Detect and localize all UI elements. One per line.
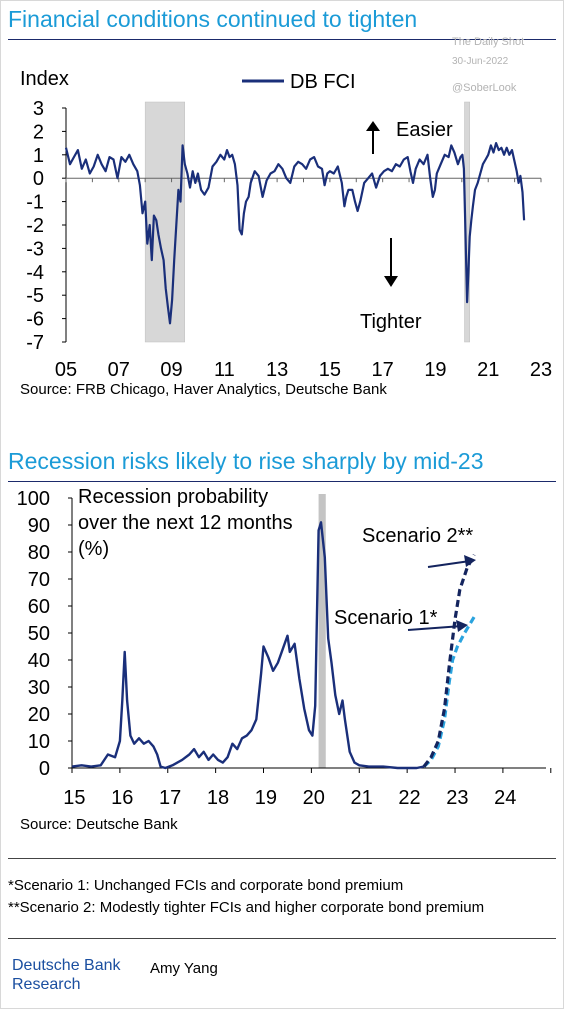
chart-2-title-rule: [8, 481, 556, 482]
x-tick-label: 21: [477, 359, 499, 381]
y-axis-label-line-3: (%): [78, 538, 109, 560]
x-tick-label: 24: [494, 787, 516, 809]
x-tick-label: 23: [446, 787, 468, 809]
y-tick-label: 10: [28, 731, 50, 753]
y-tick-label: 40: [28, 650, 50, 672]
footer-rule: [8, 938, 556, 939]
annotation-tighter: Tighter: [360, 311, 422, 333]
arrow-scenario-1-shaft: [407, 625, 463, 631]
y-tick-label: -1: [26, 192, 44, 214]
x-tick-label: 22: [398, 787, 420, 809]
x-tick-label: 07: [108, 359, 130, 381]
y-tick-label: 80: [28, 542, 50, 564]
y-tick-label: -4: [26, 262, 44, 284]
chart-1-title: Financial conditions continued to tighte…: [8, 6, 418, 32]
series-line-scenario-2: [422, 553, 476, 768]
x-tick-label: 16: [111, 787, 133, 809]
arrow-scenario-1-head: [456, 620, 468, 632]
label-scenario-2: Scenario 2**: [362, 525, 473, 547]
arrow-scenario-2-head: [464, 555, 476, 567]
y-tick-label: 100: [17, 488, 50, 510]
brand-line-2: Research: [12, 976, 81, 993]
y-tick-label: 2: [33, 121, 44, 143]
y-axis-label-line-1: Recession probability: [78, 486, 268, 508]
y-tick-label: 1: [33, 145, 44, 167]
label-scenario-1: Scenario 1*: [334, 607, 438, 629]
brand-logo-text: Deutsche Bank Research: [12, 956, 121, 994]
x-tick-label: 15: [63, 787, 85, 809]
x-tick-label: 17: [372, 359, 394, 381]
arrow-scenario-2-shaft: [427, 560, 471, 568]
chart-2-source: Source: Deutsche Bank: [20, 816, 178, 833]
x-tick-label: 18: [207, 787, 229, 809]
footnote-rule: [8, 858, 556, 859]
x-tick-label: 17: [159, 787, 181, 809]
x-tick-label: 20: [303, 787, 325, 809]
y-tick-label: -2: [26, 215, 44, 237]
y-axis-label: Index: [20, 68, 69, 90]
watermark-handle: @SoberLook: [452, 82, 517, 94]
x-tick-label: 09: [160, 359, 182, 381]
series-line-recession-probability: [71, 521, 425, 770]
arrow-down-head: [384, 276, 398, 287]
author-name: Amy Yang: [150, 960, 218, 977]
annotation-easier: Easier: [396, 119, 453, 141]
arrow-up-head: [366, 121, 380, 131]
y-tick-label: -3: [26, 238, 44, 260]
y-tick-label: -6: [26, 309, 44, 331]
y-tick-label: -7: [26, 332, 44, 354]
x-tick-label: 11: [214, 359, 235, 381]
x-tick-label: 05: [55, 359, 77, 381]
x-tick-label: 13: [266, 359, 288, 381]
y-tick-label: 20: [28, 704, 50, 726]
y-tick-label: 3: [33, 98, 44, 120]
y-tick-label: -5: [26, 285, 44, 307]
footnote-scenario-1: *Scenario 1: Unchanged FCIs and corporat…: [8, 877, 404, 894]
y-tick-label: 0: [33, 168, 44, 190]
legend-label-db-fci: DB FCI: [290, 71, 356, 93]
y-tick-label: 60: [28, 596, 50, 618]
x-tick-label: 15: [319, 359, 341, 381]
brand-line-1: Deutsche Bank: [12, 957, 121, 974]
footnote-scenario-2: **Scenario 2: Modestly tighter FCIs and …: [8, 899, 485, 916]
y-axis-label-line-2: over the next 12 months: [78, 512, 293, 534]
x-tick-label: 19: [255, 787, 277, 809]
series-line-scenario-1: [422, 615, 476, 768]
chart-1-title-rule: [8, 39, 556, 40]
shaded-recession-1: [144, 101, 186, 343]
y-tick-label: 30: [28, 677, 50, 699]
watermark-date: 30-Jun-2022: [452, 56, 509, 67]
y-tick-label: 90: [28, 515, 50, 537]
x-tick-label: 23: [530, 359, 552, 381]
y-tick-label: 0: [39, 758, 50, 780]
y-tick-label: 50: [28, 623, 50, 645]
series-line-db-fci: [64, 142, 526, 325]
chart-2-title: Recession risks likely to rise sharply b…: [8, 448, 484, 474]
watermark-source: The Daily Shot: [452, 36, 525, 48]
x-tick-label: 19: [424, 359, 446, 381]
shaded-covid-recession: [318, 494, 326, 768]
x-tick-label: 21: [351, 787, 373, 809]
y-tick-label: 70: [28, 569, 50, 591]
chart-1-source: Source: FRB Chicago, Haver Analytics, De…: [20, 381, 387, 398]
